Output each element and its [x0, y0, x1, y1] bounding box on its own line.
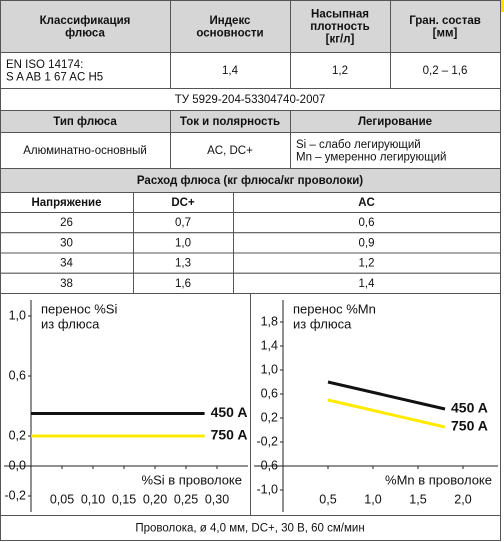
- cell-text: Алюминатно-основный: [23, 145, 147, 157]
- x-tick-label: 2,0: [454, 492, 471, 506]
- column-header: Ток и полярность: [180, 116, 280, 128]
- footer-text: Проволока, ø 4,0 мм, DC+, 30 В, 60 см/ми…: [135, 523, 364, 535]
- cell-text: 0,6: [359, 217, 375, 229]
- y-tick-label: -0,2: [256, 434, 278, 448]
- column-header: флюса: [65, 27, 105, 39]
- series-label: 750 A: [211, 427, 248, 443]
- x-tick-label: 0,10: [81, 492, 105, 506]
- column-header: [кг/л]: [326, 34, 355, 46]
- y-tick-label: 1,0: [9, 308, 26, 322]
- cell-text: Mn – умеренно легирующий: [296, 151, 446, 163]
- column-header: Напряжение: [31, 197, 101, 209]
- y-tick-label: 1,0: [261, 362, 278, 376]
- y-tick-label: -0,6: [256, 458, 278, 472]
- cell-text: EN ISO 14174:: [6, 59, 83, 71]
- y-tick-label: 0,6: [9, 368, 26, 382]
- y-tick-label: -1,0: [256, 482, 278, 496]
- cell-text: ТУ 5929-204-53304740-2007: [175, 94, 326, 106]
- column-header: [мм]: [433, 27, 458, 39]
- cell-text: 1,4: [359, 278, 376, 290]
- x-tick-label: 0,5: [319, 492, 336, 506]
- column-header: Легирование: [358, 116, 432, 128]
- chart-frame: [250, 293, 501, 516]
- x-axis-label: %Mn в проволоке: [385, 472, 492, 487]
- y-tick-label: 0,2: [9, 428, 26, 442]
- cell-text: 1,3: [175, 258, 191, 270]
- cell-text: 1,2: [332, 65, 348, 77]
- cell-text: Si – слабо легирующий: [296, 139, 421, 151]
- series-label: 450 A: [451, 400, 488, 416]
- column-header: Гран. состав: [409, 15, 481, 27]
- section-title: Расход флюса (кг флюса/кг проволоки): [137, 175, 363, 187]
- cell: [170, 132, 291, 169]
- column-header: AC: [358, 197, 375, 209]
- x-tick-label: 0,30: [205, 492, 229, 506]
- cell-text: 34: [60, 258, 73, 270]
- y-axis-label: из флюса: [41, 316, 100, 331]
- y-tick-label: 0,6: [261, 386, 278, 400]
- x-tick-label: 0,05: [50, 492, 74, 506]
- column-header: Классификация: [40, 15, 131, 27]
- cell-text: 1,2: [359, 258, 375, 270]
- cell: [170, 0, 291, 53]
- y-tick-label: 1,8: [261, 314, 278, 328]
- cell-text: 0,7: [175, 217, 191, 229]
- cell-text: 38: [60, 278, 73, 290]
- column-header: Насыпная: [311, 9, 369, 21]
- y-tick-label: 1,4: [261, 338, 278, 352]
- column-header: Индекс: [210, 15, 252, 27]
- cell-text: 26: [60, 217, 73, 229]
- x-tick-label: 0,15: [112, 492, 136, 506]
- series-label: 450 A: [211, 404, 248, 420]
- y-tick-label: 0,2: [261, 410, 278, 424]
- chart-frame: [0, 293, 251, 516]
- cell-text: 0,2 – 1,6: [423, 65, 468, 77]
- y-axis-label: из флюса: [293, 316, 352, 331]
- cell: [290, 132, 501, 169]
- y-axis-label: перенос %Si: [41, 301, 117, 316]
- y-tick-label: 0,0: [9, 458, 26, 472]
- cell-text: 1,6: [175, 278, 191, 290]
- cell-text: AC, DC+: [207, 145, 253, 157]
- column-header: основности: [196, 27, 263, 39]
- cell-text: 1,4: [222, 65, 239, 77]
- cell: [390, 52, 501, 89]
- x-tick-label: 1,0: [364, 492, 381, 506]
- x-tick-label: 1,5: [409, 492, 426, 506]
- cell-text: 30: [60, 237, 73, 249]
- x-tick-label: 0,25: [174, 492, 198, 506]
- x-axis-label: %Si в проволоке: [142, 472, 242, 487]
- series-line: [327, 380, 446, 411]
- column-header: DC+: [171, 197, 195, 209]
- series-label: 750 A: [451, 418, 488, 434]
- column-header: Тип флюса: [53, 116, 117, 128]
- cell-text: 0,9: [359, 237, 375, 249]
- y-tick-label: -0,2: [4, 488, 26, 502]
- y-axis-label: перенос %Mn: [293, 301, 376, 316]
- cell-text: S A AB 1 67 AC H5: [6, 71, 103, 83]
- x-tick-label: 0,20: [143, 492, 167, 506]
- series-line: [327, 398, 446, 429]
- cell-text: 1,0: [175, 237, 191, 249]
- column-header: плотность: [310, 21, 369, 33]
